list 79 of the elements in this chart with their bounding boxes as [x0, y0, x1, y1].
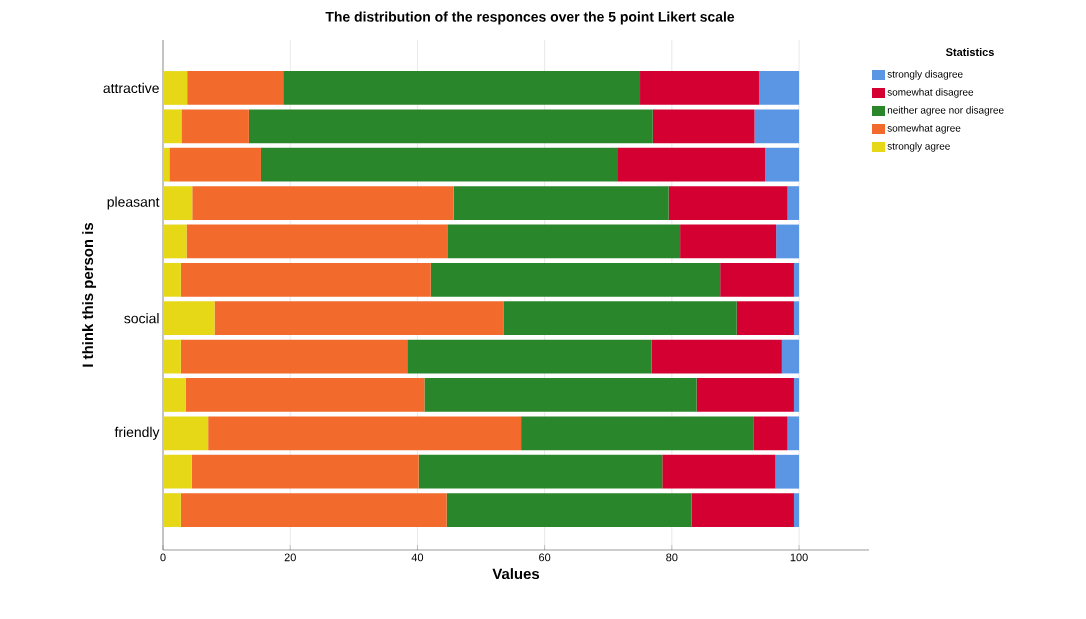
bar: [407, 339, 652, 374]
bar: [180, 493, 447, 527]
legend-label: strongly disagree: [887, 70, 963, 80]
y-tick-label: social: [124, 313, 159, 324]
bar: [163, 301, 215, 336]
bar: [163, 71, 188, 105]
bar: [214, 301, 504, 336]
bar: [186, 224, 448, 259]
bar: [793, 493, 800, 527]
bar: [180, 262, 431, 297]
bar: [446, 493, 692, 527]
bar: [163, 416, 209, 451]
legend-label: neither agree nor disagree: [887, 106, 1004, 116]
bar: [430, 262, 721, 297]
bar: [691, 493, 794, 527]
bar: [283, 71, 641, 105]
y-tick-label: friendly: [114, 426, 160, 440]
legend-label: somewhat agree: [887, 124, 961, 134]
bar: [793, 262, 800, 297]
bar: [163, 262, 181, 297]
y-tick-label: attractive: [103, 82, 159, 94]
bar: [163, 339, 181, 374]
bar: [754, 109, 800, 144]
bar: [453, 186, 669, 220]
x-tick-label: 40: [411, 553, 424, 562]
bar: [787, 186, 800, 220]
bar: [680, 224, 777, 259]
legend-title: Statistics: [945, 47, 994, 57]
bar: [662, 454, 776, 489]
bar: [447, 224, 681, 259]
bar: [775, 454, 800, 489]
bar: [793, 301, 800, 336]
bar: [736, 301, 794, 336]
bar: [424, 378, 697, 412]
bar: [163, 147, 170, 182]
bar: [260, 147, 618, 182]
bar: [163, 224, 187, 259]
bar: [187, 71, 284, 105]
bar: [776, 224, 800, 259]
x-tick-label: 20: [284, 553, 296, 562]
bar: [765, 147, 800, 182]
x-axis-title: Values: [492, 568, 540, 580]
bar: [720, 262, 794, 297]
legend-label: somewhat disagree: [887, 88, 974, 98]
bar: [652, 109, 755, 144]
x-tick-label: 0: [160, 553, 166, 562]
bar: [668, 186, 788, 220]
bar: [181, 109, 249, 144]
bar: [696, 378, 794, 412]
bar: [163, 454, 192, 489]
bar: [753, 416, 788, 451]
bar: [180, 339, 408, 374]
bar: [163, 109, 182, 144]
x-tick-label: 80: [666, 553, 678, 562]
bar: [617, 147, 766, 182]
bar: [787, 416, 800, 451]
bar: [418, 454, 663, 489]
bar: [781, 339, 800, 374]
y-tick-label: pleasant: [107, 196, 160, 210]
bar: [163, 186, 193, 220]
y-axis-title: I think this person is: [82, 222, 97, 367]
chart-title: The distribution of the responces over the 5 point Likert scale: [325, 11, 735, 25]
bar: [521, 416, 754, 451]
bar: [185, 378, 425, 412]
bar: [793, 378, 800, 412]
legend-label: strongly agree: [887, 142, 950, 152]
bar: [503, 301, 737, 336]
bar: [169, 147, 261, 182]
x-tick-label: 60: [539, 553, 551, 562]
bar: [758, 71, 800, 105]
bar: [640, 71, 759, 105]
bar: [651, 339, 782, 374]
bar: [163, 378, 186, 412]
x-tick-label: 100: [790, 553, 808, 562]
bar: [192, 186, 454, 220]
bar: [208, 416, 522, 451]
bar: [163, 493, 181, 527]
bar: [248, 109, 653, 144]
bar: [191, 454, 419, 489]
